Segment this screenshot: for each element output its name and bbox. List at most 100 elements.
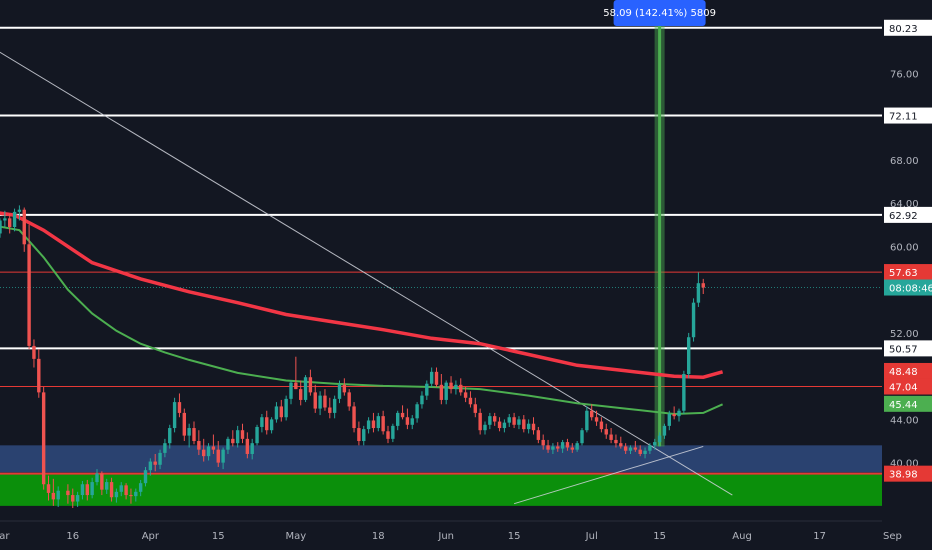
level-tag-text: 50.57 (889, 344, 918, 355)
level-tag: 80.23 (884, 20, 932, 36)
ma-green-tag-text: 45.44 (889, 400, 918, 411)
candle-body (173, 402, 176, 428)
candle-body (474, 404, 477, 413)
x-tick-label: Apr (142, 531, 160, 542)
level-tag-text: 47.04 (889, 383, 918, 394)
candle-body (183, 413, 186, 436)
level-tag: 48.48 (884, 363, 932, 379)
candle (304, 375, 307, 402)
candle-body (284, 399, 287, 417)
candle-body (527, 424, 530, 429)
candle-body (270, 419, 273, 430)
candle-body (212, 446, 215, 449)
candle-body (556, 446, 559, 448)
candle-body (614, 440, 617, 443)
candle-body (377, 416, 380, 428)
y-tick-label: 76.00 (890, 70, 919, 81)
candle-body (430, 372, 433, 384)
candle-body (139, 483, 142, 492)
candle-body (445, 383, 448, 400)
y-tick-label: 68.00 (890, 156, 919, 167)
candle-body (260, 417, 263, 427)
candle-body (221, 450, 224, 463)
candle-body (440, 385, 443, 400)
candle-body (512, 417, 515, 425)
zones-layer (0, 445, 882, 506)
candle-body (411, 418, 414, 424)
candle-body (469, 398, 472, 404)
candle-body (318, 396, 321, 409)
candle-body (299, 389, 302, 400)
level-tag-text: 57.63 (889, 268, 918, 279)
candle-body (459, 385, 462, 393)
candle-body (483, 425, 486, 430)
candle-body (449, 383, 452, 389)
candle-body (372, 420, 375, 428)
candle-body (57, 491, 60, 500)
candle-body (168, 428, 171, 443)
candle-body (488, 416, 491, 425)
candle (682, 371, 685, 414)
measure-label-text: 58.09 (142.41%) 5809 (603, 8, 716, 19)
candle-body (367, 420, 370, 429)
candle-body (464, 392, 467, 397)
candle-body (348, 392, 351, 406)
candle-body (42, 392, 45, 484)
level-tag: 47.04 (884, 379, 932, 395)
candle-body (672, 414, 675, 416)
level-tag: 62.92 (884, 207, 932, 223)
y-tick-label: 52.00 (890, 329, 919, 340)
ma-green-tag: 45.44 (884, 396, 932, 412)
candle-body (415, 404, 418, 418)
candle (580, 428, 583, 445)
candle-body (406, 417, 409, 425)
x-tick-label: 17 (813, 531, 826, 542)
measure-label-layer: 58.09 (142.41%) 5809 (603, 0, 716, 26)
candle-body (71, 495, 74, 501)
candle-body (605, 429, 608, 434)
candle-body (0, 221, 2, 234)
candle-body (692, 303, 695, 338)
candle-body (178, 402, 181, 413)
candle-body (609, 435, 612, 440)
candle-body (304, 377, 307, 400)
candle-body (144, 470, 147, 483)
candle-body (163, 443, 166, 453)
candle-body (100, 473, 103, 489)
candle-body (401, 413, 404, 417)
candle-body (217, 450, 220, 463)
candle-body (478, 413, 481, 430)
candle-body (120, 485, 123, 491)
candle-body (391, 426, 394, 439)
candle-body (280, 406, 283, 417)
candle-body (241, 430, 244, 439)
candle-body (76, 495, 79, 501)
level-tag-text: 38.98 (889, 470, 918, 481)
level-tag: 72.11 (884, 108, 932, 124)
candle (255, 425, 258, 446)
candle-body (454, 385, 457, 389)
countdown-tag-text: 08:08:46 (889, 284, 932, 295)
x-tick-label: 18 (372, 531, 385, 542)
candle-body (396, 413, 399, 426)
candle-body (23, 210, 26, 245)
candle-body (624, 446, 627, 450)
candle-body (115, 492, 118, 497)
candle-body (634, 447, 637, 449)
candle-body (537, 430, 540, 440)
candle-body (66, 491, 69, 495)
x-tick-label: Jul (585, 531, 598, 542)
candle-body (585, 411, 588, 430)
x-tick-label: 15 (508, 531, 521, 542)
candle-body (3, 218, 6, 220)
candle-body (275, 406, 278, 419)
candle-body (580, 430, 583, 443)
candle-body (323, 396, 326, 408)
green-zone (0, 475, 882, 506)
measure-label: 58.09 (142.41%) 5809 (603, 0, 716, 26)
candle-body (503, 423, 506, 428)
candle (42, 387, 45, 490)
candle-body (37, 359, 40, 393)
level-tag-text: 62.92 (889, 211, 918, 222)
